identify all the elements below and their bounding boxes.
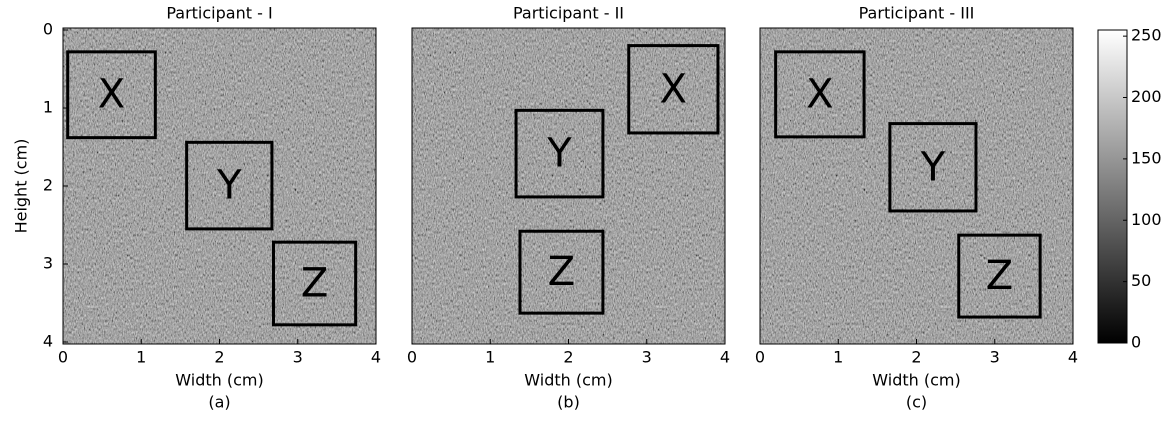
box-label: Y (546, 131, 572, 177)
colorbar-tick-label: 250 (1131, 26, 1162, 45)
x-axis-label: Width (cm) (524, 371, 612, 390)
panel-title: Participant - III (859, 4, 975, 23)
x-tick-label: 4 (371, 348, 381, 367)
x-tick-label: 4 (720, 348, 730, 367)
x-tick-label: 2 (563, 348, 573, 367)
box-label: Y (920, 144, 946, 190)
panel-caption: (b) (557, 393, 580, 412)
x-tick-label: 0 (407, 348, 417, 367)
box-label: X (660, 66, 687, 112)
box-label: X (98, 72, 125, 118)
colorbar-tick-label: 0 (1131, 333, 1141, 352)
colorbar-tick-label: 200 (1131, 87, 1162, 106)
x-tick-label: 2 (214, 348, 224, 367)
x-tick-label: 3 (642, 348, 652, 367)
colorbar-tick-label: 100 (1131, 210, 1162, 229)
x-axis-label: Width (cm) (175, 371, 263, 390)
box-label: Y (216, 163, 242, 209)
box-label: Z (986, 253, 1013, 299)
x-tick-label: 0 (58, 348, 68, 367)
x-tick-label: 3 (293, 348, 303, 367)
x-tick-label: 3 (990, 348, 1000, 367)
x-tick-label: 4 (1068, 348, 1078, 367)
y-tick-label: 0 (43, 20, 53, 39)
x-tick-label: 1 (136, 348, 146, 367)
box-label: Z (301, 261, 328, 307)
x-tick-label: 1 (485, 348, 495, 367)
panel-title: Participant - I (166, 4, 272, 23)
x-tick-label: 0 (755, 348, 765, 367)
y-axis-label: Height (cm) (12, 139, 31, 234)
x-axis-label: Width (cm) (872, 371, 960, 390)
panel-caption: (a) (208, 393, 230, 412)
x-tick-label: 2 (911, 348, 921, 367)
box-label: Z (548, 249, 575, 295)
colorbar-tick-label: 50 (1131, 271, 1151, 290)
x-tick-label: 1 (833, 348, 843, 367)
y-tick-label: 3 (43, 254, 53, 273)
y-tick-label: 1 (43, 98, 53, 117)
colorbar (1098, 30, 1127, 343)
y-tick-label: 4 (43, 332, 53, 351)
panel-title: Participant - II (513, 4, 624, 23)
box-label: X (806, 71, 833, 117)
figure: Participant - I0123401234Width (cm)(a)He… (0, 0, 1170, 425)
panel-caption: (c) (906, 393, 927, 412)
y-tick-label: 2 (43, 176, 53, 195)
colorbar-tick-label: 150 (1131, 148, 1162, 167)
